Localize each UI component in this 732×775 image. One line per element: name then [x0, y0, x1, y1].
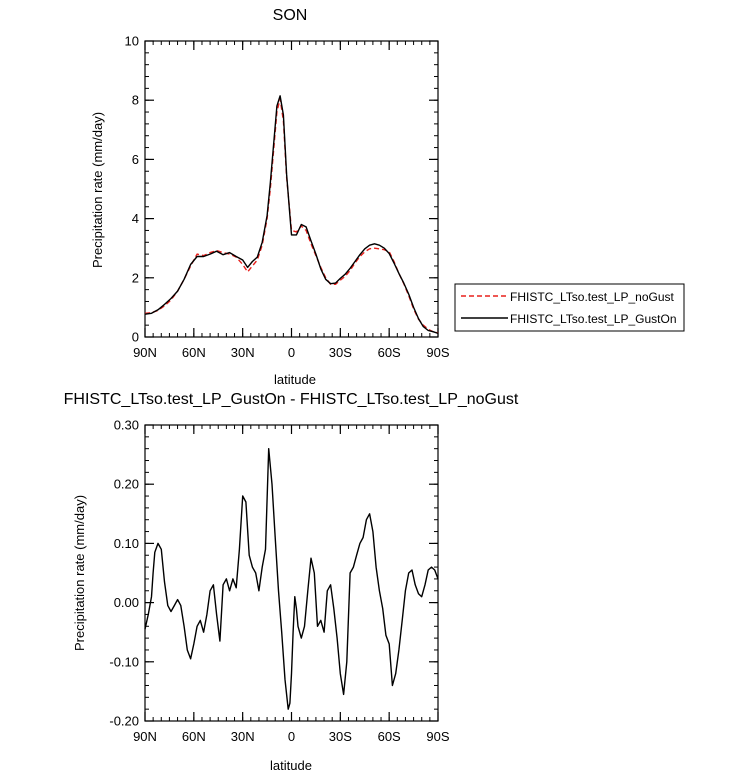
x-tick-label: 90S — [426, 729, 449, 744]
x-axis-label: latitude — [274, 372, 316, 387]
x-tick-label: 30S — [329, 729, 352, 744]
x-tick-label: 60N — [182, 729, 206, 744]
legend-label-guston: FHISTC_LTso.test_LP_GustOn — [510, 312, 677, 326]
x-tick-label: 30N — [231, 345, 255, 360]
difference-panel: FHISTC_LTso.test_LP_GustOn - FHISTC_LTso… — [64, 391, 519, 773]
chart-title: FHISTC_LTso.test_LP_GustOn - FHISTC_LTso… — [64, 391, 519, 408]
y-axis-label: Precipitation rate (mm/day) — [72, 495, 87, 651]
chart-title: SON — [273, 7, 308, 24]
y-tick-label: 2 — [132, 270, 139, 285]
y-tick-label: -0.10 — [109, 654, 139, 669]
x-axis-label: latitude — [270, 758, 312, 773]
y-tick-label: 0 — [132, 330, 139, 345]
precip-son-panel: SON latitude Precipitation rate (mm/day)… — [90, 7, 450, 387]
series-line-0 — [144, 448, 439, 710]
y-tick-label: 0.10 — [114, 536, 139, 551]
series-line-0 — [144, 97, 439, 334]
x-tick-label: 90N — [133, 345, 157, 360]
y-tick-label: 8 — [132, 93, 139, 108]
axes-frame — [144, 40, 439, 338]
y-tick-label: -0.20 — [109, 714, 139, 729]
legend-label-nogust: FHISTC_LTso.test_LP_noGust — [510, 290, 675, 304]
y-axis-label: Precipitation rate (mm/day) — [90, 112, 105, 268]
legend-box — [454, 283, 685, 332]
x-tick-label: 60N — [182, 345, 206, 360]
legend: FHISTC_LTso.test_LP_noGust FHISTC_LTso.t… — [454, 283, 685, 332]
y-tick-label: 0.20 — [114, 477, 139, 492]
x-tick-label: 0 — [288, 729, 295, 744]
y-tick-label: 4 — [132, 211, 139, 226]
x-tick-label: 60S — [378, 729, 401, 744]
x-tick-label: 30S — [329, 345, 352, 360]
x-tick-label: 60S — [378, 345, 401, 360]
y-tick-label: 10 — [125, 34, 139, 49]
plot-area: 90N 60N 30N 0 30S 60S 90S 0 2 4 6 8 10 — [125, 34, 450, 361]
x-tick-label: 30N — [231, 729, 255, 744]
x-tick-label: 0 — [288, 345, 295, 360]
series-line-1 — [144, 95, 439, 335]
plot-area: 90N 60N 30N 0 30S 60S 90S -0.20 -0.10 0.00 0.10 0.2… — [109, 418, 450, 745]
x-tick-label: 90S — [426, 345, 449, 360]
x-tick-label: 90N — [133, 729, 157, 744]
y-tick-label: 6 — [132, 152, 139, 167]
y-tick-label: 0.00 — [114, 595, 139, 610]
y-tick-label: 0.30 — [114, 418, 139, 433]
